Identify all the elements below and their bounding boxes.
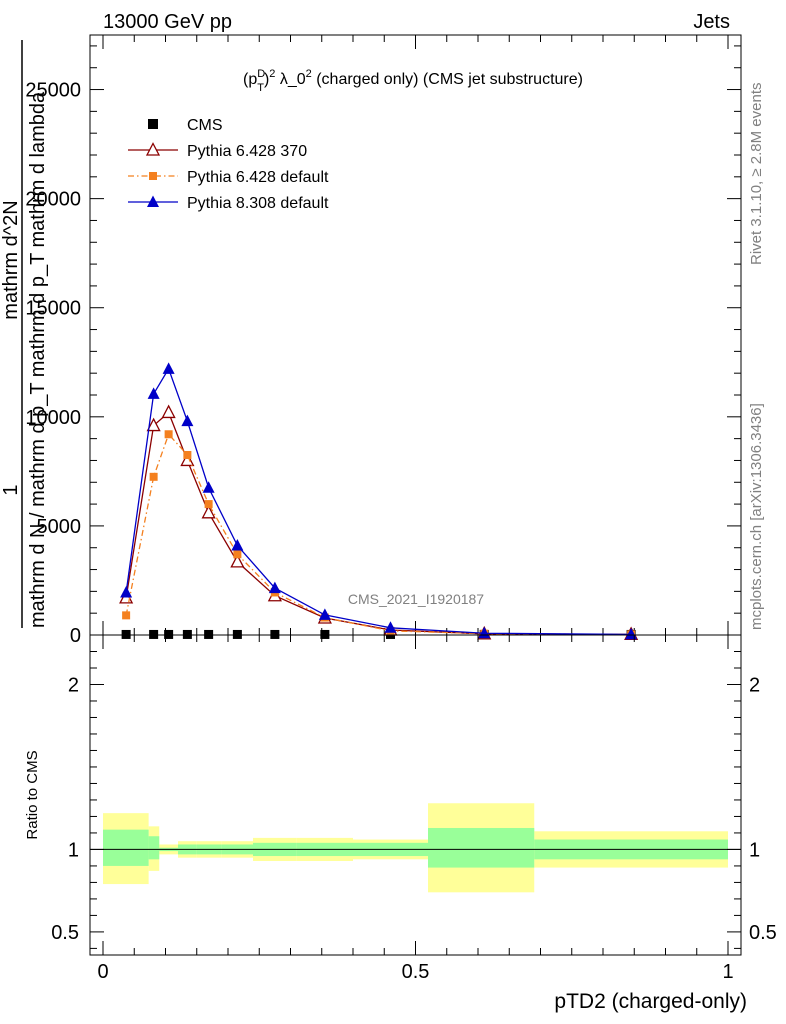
rivet-version-label: Rivet 3.1.10, ≥ 2.8M events [748, 83, 765, 266]
header-left: 13000 GeV pp [103, 11, 232, 33]
band-bin [103, 829, 149, 866]
legend-item: Pythia 6.428 370 [128, 142, 307, 160]
band-bin [428, 827, 535, 868]
data-point [320, 629, 330, 639]
y-tick-label: 25000 [25, 80, 81, 102]
ratio-y-tick-label: 1 [68, 839, 79, 861]
legend-marker [149, 172, 157, 180]
data-point [120, 585, 133, 598]
data-point [384, 621, 397, 633]
data-point [181, 414, 194, 427]
legend-item: Pythia 6.428 default [128, 169, 329, 186]
legend-marker [147, 195, 159, 207]
data-point [180, 452, 195, 467]
plot-title: (pD T)2 λ_02 (charged only) (CMS jet subs… [243, 68, 583, 94]
main-y-tick-labels: 0 5000 10000 15000 20000 25000 [25, 80, 81, 647]
y-tick-label: 15000 [25, 298, 81, 320]
data-point [204, 629, 214, 639]
legend-label: Pythia 6.428 default [187, 169, 329, 186]
data-point [149, 629, 159, 639]
y-label-denominator: mathrm d N / mathrm d p_T mathrm d p_T m… [27, 91, 49, 628]
data-point [147, 387, 160, 399]
data-point [232, 629, 242, 639]
data-point [204, 500, 213, 509]
data-point [268, 581, 281, 594]
data-point [182, 629, 192, 639]
ratio-y-tick-label-right: 1 [749, 839, 760, 861]
mcplots-label: mcplots.cern.ch [arXiv:1306.3436] [748, 403, 765, 630]
band-bin [148, 836, 160, 860]
main-y-axis-label: 1 mathrm d N / mathrm d p_T mathrm d p_T… [0, 40, 49, 628]
ratio-plot-frame [89, 634, 742, 956]
data-point [231, 539, 244, 551]
ratio-y-axis-label: Ratio to CMS [24, 750, 41, 839]
analysis-label: CMS_2021_I1920187 [348, 591, 484, 607]
y-tick-label: 10000 [25, 407, 81, 429]
ratio-y-tick-label: 2 [68, 674, 79, 696]
header-right: Jets [693, 11, 730, 33]
legend-label: Pythia 6.428 370 [187, 143, 307, 160]
data-point [146, 417, 161, 432]
ratio-y-tick-label-right: 2 [749, 674, 760, 696]
x-tick-label: 0.5 [402, 961, 430, 983]
ratio-bands [103, 803, 728, 893]
data-point [270, 629, 280, 639]
data-point [318, 608, 331, 620]
y-tick-label: 5000 [37, 516, 82, 538]
data-point [183, 451, 192, 459]
ratio-y-tick-label: 0.5 [51, 922, 79, 944]
data-point [122, 611, 131, 620]
y-tick-label: 0 [70, 625, 81, 647]
ratio-y-tick-label-right: 0.5 [749, 922, 777, 944]
legend-marker [145, 142, 161, 156]
x-tick-labels: 0 0.5 1 [97, 961, 733, 983]
legend-item: CMS [148, 117, 223, 134]
legend: CMS Pythia 6.428 370 Pythia 6.428 default P… [128, 117, 329, 212]
series-pythia-8-308-default [120, 362, 638, 640]
data-point [161, 404, 176, 419]
y-label-second-numerator: mathrm d^2N [0, 200, 22, 319]
legend-label: CMS [187, 117, 223, 134]
data-point [202, 481, 215, 493]
x-axis-label: pTD2 (charged-only) [554, 990, 747, 1013]
ratio-y-tick-labels: 0.5 0.5 1 1 2 2 [51, 674, 777, 943]
data-point [233, 550, 242, 559]
data-point [149, 472, 158, 481]
legend-item: Pythia 8.308 default [128, 195, 329, 212]
legend-label: Pythia 8.308 default [187, 195, 329, 212]
y-tick-label: 20000 [25, 189, 81, 211]
series-layer [119, 362, 639, 640]
data-point [164, 430, 173, 439]
data-point [201, 504, 216, 519]
y-label-numerator: 1 [0, 484, 22, 495]
data-point [162, 362, 175, 374]
data-point [164, 629, 174, 639]
data-point [121, 629, 131, 639]
legend-marker [148, 119, 158, 129]
ratio-axis-ticks [90, 635, 741, 955]
x-tick-label: 0 [97, 961, 108, 983]
data-point [230, 554, 245, 568]
series-pythia-6-428-default [122, 430, 636, 639]
x-tick-label: 1 [722, 961, 733, 983]
